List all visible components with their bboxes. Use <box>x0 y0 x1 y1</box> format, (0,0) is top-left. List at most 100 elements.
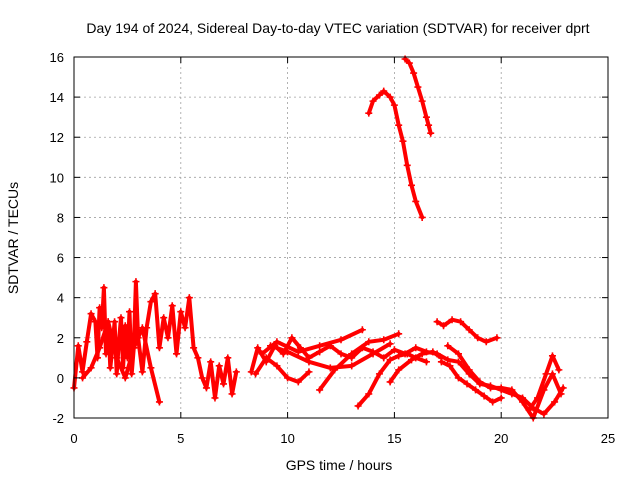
data-point <box>380 354 388 362</box>
data-point <box>365 390 373 398</box>
data-point <box>399 137 407 145</box>
data-point <box>115 338 123 346</box>
data-point <box>91 318 99 326</box>
data-point <box>168 302 176 310</box>
data-point <box>198 374 206 382</box>
data-point <box>407 356 415 364</box>
y-tick-label: 14 <box>50 90 64 105</box>
data-point <box>425 121 433 129</box>
series-arc-10 <box>433 316 501 346</box>
data-point <box>386 340 394 348</box>
y-tick-label: 16 <box>50 50 64 65</box>
data-point <box>365 338 373 346</box>
data-point <box>454 358 462 366</box>
x-tick-label: 0 <box>70 431 77 446</box>
data-point <box>117 314 125 322</box>
series-arc-4 <box>258 326 366 358</box>
series-line <box>445 343 563 420</box>
data-point <box>497 384 505 392</box>
series-line <box>403 57 433 136</box>
data-point <box>273 362 281 370</box>
data-point <box>252 370 260 378</box>
x-axis-label: GPS time / hours <box>286 457 393 473</box>
data-point <box>160 314 168 322</box>
data-point <box>190 344 198 352</box>
series-line <box>388 349 444 384</box>
data-point <box>472 386 480 394</box>
data-point <box>410 69 418 77</box>
data-point <box>331 366 339 374</box>
data-point <box>395 121 403 129</box>
data-point <box>194 354 202 362</box>
data-point <box>422 358 430 366</box>
data-point <box>465 326 473 334</box>
data-point <box>202 384 210 392</box>
data-point <box>444 342 452 350</box>
data-point <box>534 394 542 402</box>
series-arc-13 <box>525 352 563 414</box>
data-point <box>427 129 435 137</box>
data-point <box>147 364 155 372</box>
data-point <box>508 386 516 394</box>
data-point <box>211 394 219 402</box>
data-point <box>262 354 270 362</box>
data-point <box>369 97 377 105</box>
data-point <box>457 318 465 326</box>
data-point <box>215 362 223 370</box>
data-point <box>493 334 501 342</box>
data-point <box>316 348 324 356</box>
y-tick-label: 6 <box>57 251 64 266</box>
data-point <box>480 392 488 400</box>
series-line <box>435 317 499 344</box>
data-point <box>79 368 87 376</box>
data-point <box>254 344 262 352</box>
data-point <box>403 161 411 169</box>
series-arc-14 <box>365 87 426 221</box>
data-point <box>126 308 134 316</box>
series-arc-2 <box>79 318 163 406</box>
data-point <box>412 197 420 205</box>
data-point <box>418 350 426 358</box>
data-point <box>380 87 388 95</box>
data-point <box>177 308 185 316</box>
data-point <box>429 348 437 356</box>
data-point <box>418 213 426 221</box>
y-tick-label: 10 <box>50 170 64 185</box>
data-point <box>247 368 255 376</box>
data-point <box>422 113 430 121</box>
data-point <box>113 370 121 378</box>
data-point <box>437 358 445 366</box>
series-arc-12 <box>437 358 505 406</box>
data-point <box>164 334 172 342</box>
data-point <box>181 324 189 332</box>
data-point <box>121 322 129 330</box>
series-line <box>80 319 162 404</box>
data-point <box>405 59 413 67</box>
data-point <box>220 380 228 388</box>
data-point <box>354 402 362 410</box>
data-point <box>465 366 473 374</box>
series-line <box>317 331 401 392</box>
chart-title: Day 194 of 2024, Sidereal Day-to-day VTE… <box>86 20 589 36</box>
data-point <box>407 181 415 189</box>
data-point <box>395 330 403 338</box>
data-point <box>395 352 403 360</box>
data-point <box>375 370 383 378</box>
data-point <box>348 350 356 358</box>
data-point <box>111 318 119 326</box>
data-point <box>138 368 146 376</box>
series-line <box>253 355 311 384</box>
data-point <box>440 322 448 330</box>
data-point <box>130 344 138 352</box>
data-point <box>444 356 452 364</box>
grid <box>74 57 608 418</box>
data-point <box>497 394 505 402</box>
data-point <box>96 344 104 352</box>
data-point <box>106 364 114 372</box>
data-point <box>548 352 556 360</box>
data-point <box>113 354 121 362</box>
data-point <box>294 378 302 386</box>
data-point <box>121 374 129 382</box>
x-tick-label: 15 <box>387 431 401 446</box>
data-point <box>454 374 462 382</box>
